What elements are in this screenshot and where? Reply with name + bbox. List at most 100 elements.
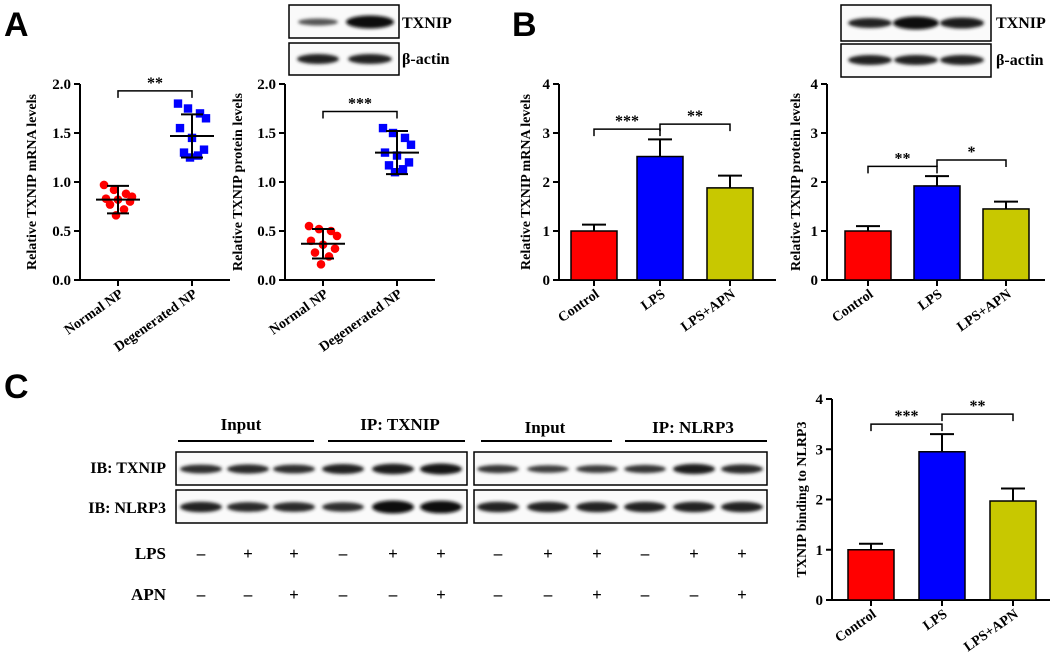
treatment-sign: + — [388, 544, 398, 563]
y-tick-label: 0 — [811, 273, 819, 289]
data-point — [316, 260, 326, 269]
data-point — [175, 123, 185, 133]
bar — [570, 230, 618, 281]
y-tick-label: 0.0 — [257, 273, 276, 289]
blot-band — [893, 16, 939, 30]
x-tick-label: Degenerated NP — [112, 287, 201, 356]
data-point — [390, 168, 400, 177]
y-tick-label: 3 — [811, 126, 819, 142]
blot-band — [894, 55, 938, 65]
treatment-sign: – — [640, 585, 650, 604]
treatment-sign: – — [689, 585, 699, 604]
x-tick-label: LPS+APN — [955, 287, 1015, 335]
treatment-sign: + — [289, 585, 299, 604]
group-label-ip-txnip: IP: TXNIP — [360, 415, 440, 434]
blot-band — [527, 501, 569, 513]
blot-b-txnip-label: TXNIP — [996, 15, 1046, 32]
charts: 0.0 0.5 1.0 1.5 2.0 Relative TXNIP mRNA level… — [25, 75, 1050, 655]
blot-band — [297, 54, 339, 64]
blot-band — [273, 464, 315, 474]
y-axis-label: Relative TXNIP protein levels — [231, 92, 246, 271]
y-axis-label: Relative TXNIP mRNA levels — [519, 94, 534, 270]
data-point — [199, 145, 209, 154]
significance-label: ** — [147, 75, 163, 92]
data-point — [388, 128, 398, 138]
x-tick-label: LPS+APN — [679, 287, 739, 335]
chart-a2: 0.0 0.5 1.0 1.5 2.0 Relative TXNIP protein le… — [231, 77, 435, 355]
data-point — [404, 158, 414, 167]
blot-c-right-nlrp3-frame — [473, 489, 768, 524]
significance-bracket — [593, 128, 661, 137]
treatment-sign: – — [196, 544, 206, 563]
blot-c: Input IP: TXNIP Input IP: NLRP3 IB: TXNI… — [88, 415, 768, 604]
significance-bracket — [322, 110, 398, 119]
blot-band — [298, 18, 338, 26]
x-tick-label: Control — [830, 287, 877, 326]
x-tick-label: Normal NP — [267, 287, 332, 339]
bar — [918, 451, 966, 601]
x-tick-label: LPS — [916, 287, 946, 314]
y-tick-label: 3 — [543, 126, 551, 142]
blot-band — [848, 18, 892, 28]
x-tick-label: Control — [556, 287, 603, 326]
blot-c-bands — [180, 463, 763, 514]
significance-bracket — [941, 413, 1014, 422]
blot-band — [372, 463, 414, 475]
data-point — [330, 244, 340, 253]
blot-band — [180, 501, 222, 513]
y-tick-label: 1.0 — [257, 175, 276, 191]
blot-band — [227, 464, 269, 474]
y-tick-label: 2 — [811, 175, 819, 191]
bar — [989, 500, 1037, 601]
chart-b1: 0 1 2 3 4 Relative TXNIP mRNA levels Control LP… — [519, 77, 776, 335]
significance-bracket — [936, 159, 1007, 167]
blot-band — [477, 501, 519, 513]
blot-band — [673, 501, 715, 513]
chart-b2: 0 1 2 3 4 Relative TXNIP protein levels Contro… — [789, 77, 1045, 335]
x-tick-label: LPS+APN — [962, 607, 1022, 655]
y-axis-label: Relative TXNIP protein levels — [789, 92, 804, 271]
blot-a-txnip-label: TXNIP — [402, 15, 452, 32]
blot-band — [848, 55, 892, 65]
chart-c1: 0 1 2 3 4 TXNIP binding to NLRP3 Control LPS LPS… — [795, 392, 1050, 655]
y-tick-label: 3 — [816, 442, 824, 458]
treatment-sign: – — [196, 585, 206, 604]
blot-band — [940, 55, 984, 65]
treatment-sign: – — [640, 544, 650, 563]
treatment-sign: – — [388, 585, 398, 604]
data-point — [332, 231, 342, 241]
chart-a1: 0.0 0.5 1.0 1.5 2.0 Relative TXNIP mRNA level… — [25, 75, 230, 355]
data-point — [99, 180, 109, 190]
significance-label: ** — [895, 150, 911, 167]
y-tick-label: 2 — [816, 493, 824, 509]
blot-band — [624, 464, 666, 474]
bar — [844, 230, 892, 281]
ib-row-label-nlrp3: IB: NLRP3 — [88, 500, 166, 517]
x-tick-label: LPS — [921, 607, 951, 634]
y-tick-label: 0.0 — [52, 273, 71, 289]
treatment-sign: – — [493, 585, 503, 604]
treatment-sign: – — [243, 585, 253, 604]
significance-bracket — [659, 123, 731, 132]
significance-bracket — [870, 423, 943, 432]
data-point — [406, 140, 416, 149]
blot-band — [227, 502, 269, 512]
blot-band — [372, 500, 414, 514]
y-tick-label: 4 — [816, 392, 824, 408]
group-label-input-2: Input — [525, 418, 566, 437]
treatment-sign: + — [737, 544, 747, 563]
treatment-sign: + — [689, 544, 699, 563]
blot-band — [348, 54, 392, 64]
data-point — [173, 99, 183, 108]
significance-label: * — [968, 144, 976, 161]
blot-b: TXNIP β-actin — [840, 4, 1046, 78]
blot-c-left-txnip-frame — [175, 451, 468, 486]
blot-band — [940, 17, 984, 29]
x-tick-label: LPS — [639, 287, 669, 314]
data-point — [398, 165, 408, 174]
significance-bracket — [117, 90, 193, 98]
data-point — [125, 197, 135, 206]
blot-band — [420, 463, 462, 475]
blot-b-actin-label: β-actin — [996, 52, 1044, 69]
